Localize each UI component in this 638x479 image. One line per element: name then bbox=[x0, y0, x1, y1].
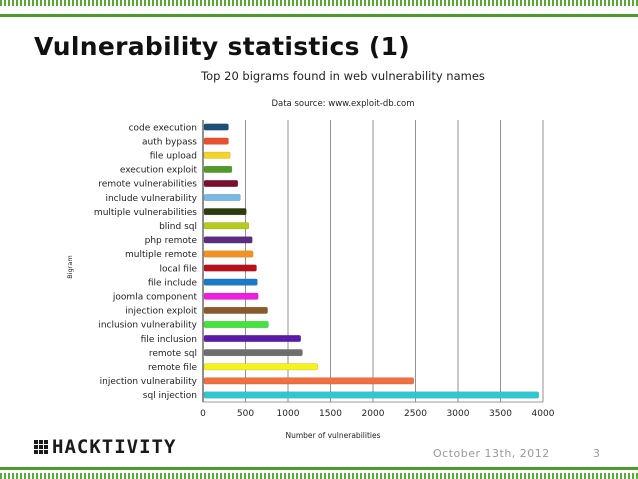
bar bbox=[203, 377, 415, 385]
bar bbox=[203, 151, 231, 159]
category-label: php remote bbox=[145, 236, 198, 246]
category-label: remote file bbox=[148, 363, 197, 373]
bottom-rule bbox=[0, 467, 638, 470]
x-tick-label: 500 bbox=[237, 409, 254, 419]
category-label: code execution bbox=[129, 123, 197, 133]
x-tick-label: 3500 bbox=[489, 409, 512, 419]
bar bbox=[203, 222, 250, 230]
bar bbox=[203, 278, 258, 286]
bar-chart: Top 20 bigrams found in web vulnerabilit… bbox=[66, 69, 555, 440]
bar bbox=[203, 391, 539, 399]
category-label: joomla component bbox=[112, 292, 198, 302]
x-tick-label: 4000 bbox=[532, 409, 555, 419]
category-label: injection vulnerability bbox=[100, 377, 198, 387]
page-number: 3 bbox=[593, 447, 600, 460]
x-tick-label: 2000 bbox=[362, 409, 385, 419]
chart-subtitle: Data source: www.exploit-db.com bbox=[271, 99, 414, 109]
bar bbox=[203, 349, 303, 357]
category-label: multiple remote bbox=[125, 250, 197, 260]
logo-text: HACKTIVITY bbox=[52, 436, 177, 458]
bar bbox=[203, 335, 301, 342]
bottom-decorative-band bbox=[0, 473, 638, 479]
bar bbox=[203, 137, 229, 145]
footer-date: October 13th, 2012 bbox=[433, 447, 550, 460]
category-label: auth bypass bbox=[142, 137, 197, 147]
category-label: remote sql bbox=[149, 349, 197, 359]
category-label: injection exploit bbox=[125, 307, 197, 317]
bar bbox=[203, 321, 269, 328]
bar bbox=[203, 194, 241, 202]
x-tick-label: 2500 bbox=[404, 409, 427, 419]
top-rule bbox=[0, 14, 638, 17]
category-label: file inclusion bbox=[141, 335, 197, 345]
category-label: remote vulnerabilities bbox=[98, 180, 197, 190]
x-tick-label: 1500 bbox=[319, 409, 342, 419]
bar bbox=[203, 306, 268, 314]
logo-grid-icon bbox=[34, 440, 48, 454]
hacktivity-logo: HACKTIVITY bbox=[34, 436, 176, 458]
bar bbox=[203, 123, 229, 131]
category-label: multiple vulnerabilities bbox=[94, 208, 197, 218]
x-tick-label: 3000 bbox=[447, 409, 470, 419]
category-label: local file bbox=[159, 264, 197, 274]
category-label: include vulnerability bbox=[105, 194, 197, 204]
bar bbox=[203, 236, 253, 244]
x-tick-label: 1000 bbox=[277, 409, 300, 419]
bar bbox=[203, 179, 239, 187]
category-label: blind sql bbox=[159, 222, 197, 232]
x-tick-label: 0 bbox=[200, 409, 206, 419]
x-axis-label: Number of vulnerabilities bbox=[285, 431, 380, 440]
bar bbox=[203, 208, 247, 216]
category-label: sql injection bbox=[143, 391, 197, 401]
top-decorative-band bbox=[0, 0, 638, 6]
bar bbox=[203, 250, 254, 258]
y-axis-label: Bigram bbox=[66, 255, 74, 278]
bar bbox=[203, 264, 257, 272]
bar bbox=[203, 363, 318, 371]
bar bbox=[203, 165, 233, 173]
category-label: inclusion vulnerability bbox=[98, 321, 197, 331]
category-label: file upload bbox=[150, 151, 197, 161]
bar bbox=[203, 292, 259, 300]
category-label: file include bbox=[148, 278, 198, 288]
slide-title: Vulnerability statistics (1) bbox=[34, 32, 411, 61]
chart-title: Top 20 bigrams found in web vulnerabilit… bbox=[200, 69, 485, 83]
category-label: execution exploit bbox=[120, 166, 198, 176]
